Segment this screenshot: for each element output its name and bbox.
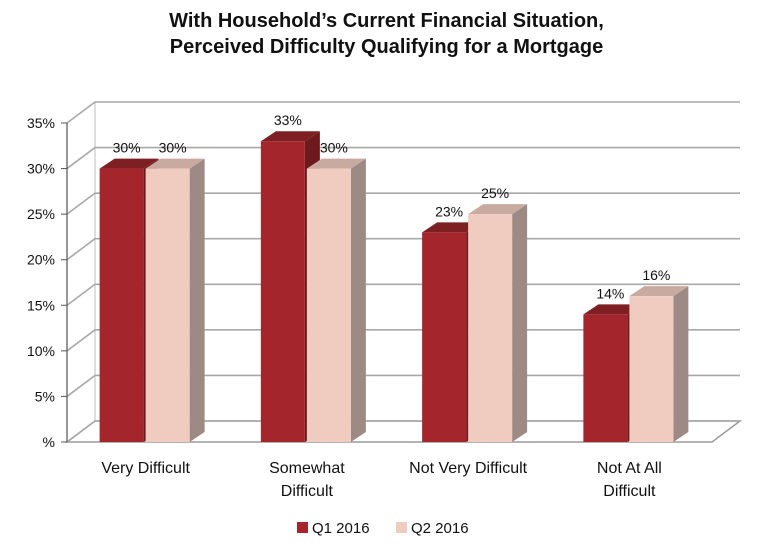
y-tick-label: 20% <box>27 252 55 268</box>
bar-q2-2016 <box>145 168 190 443</box>
legend-label: Q2 2016 <box>411 520 469 537</box>
bar-q1-2016 <box>583 314 628 442</box>
bar-q2-2016 <box>306 168 351 443</box>
bar-side <box>189 158 205 443</box>
category-label: Not At All Difficult <box>597 460 662 500</box>
bar-top <box>145 158 205 169</box>
bar-top <box>99 158 159 169</box>
y-tick-label: 30% <box>27 161 55 177</box>
bar-q2-2016 <box>629 296 674 442</box>
bar-q1-2016 <box>422 232 467 442</box>
data-label: 30% <box>320 140 348 156</box>
bar-top <box>468 204 528 215</box>
bar-top <box>629 286 689 297</box>
legend: Q1 2016 Q2 2016 <box>297 520 469 537</box>
y-axis: % 5% 10% 15% 20% 25% 30% 35% <box>27 115 68 450</box>
legend-swatch <box>297 522 308 533</box>
y-tick-label: 15% <box>27 297 55 313</box>
data-label: 30% <box>159 140 187 156</box>
category-label-line: Difficult <box>603 483 656 500</box>
category-label: Very Difficult <box>101 460 190 477</box>
data-labels: 30% 30% 33% 30% 23% 25% 14% 16% <box>113 112 671 301</box>
bar-top <box>260 131 320 142</box>
category-label-line: Not At All <box>597 460 662 477</box>
gridline <box>66 146 740 170</box>
category-label-line: Difficult <box>281 483 334 500</box>
y-tick-label: 10% <box>27 343 55 359</box>
bar-q1-2016 <box>99 168 144 443</box>
bar-q2-2016 <box>468 214 513 442</box>
legend-label: Q1 2016 <box>312 520 370 537</box>
side-wall <box>66 101 96 443</box>
bar-side <box>512 204 528 442</box>
bar-top <box>422 222 482 233</box>
category-label: Somewhat Difficult <box>269 460 345 500</box>
data-label: 30% <box>113 140 141 156</box>
bar-side <box>350 158 366 443</box>
bars <box>99 131 689 443</box>
legend-swatch <box>396 522 407 533</box>
data-label: 14% <box>596 285 624 301</box>
category-label-line: Somewhat <box>269 460 345 477</box>
y-tick-label: % <box>43 434 55 450</box>
category-label-line: Not Very Difficult <box>409 460 528 477</box>
y-tick-label: 35% <box>27 115 55 131</box>
x-axis-labels: Very Difficult Somewhat Difficult Not Very … <box>101 460 662 500</box>
y-tick-label: 25% <box>27 206 55 222</box>
gridline <box>66 192 740 215</box>
chart-title-line-2: Perceived Difficulty Qualifying for a Mo… <box>169 36 604 58</box>
bar-side <box>673 286 689 442</box>
chart-title: With Household’s Current Financial Situa… <box>0 8 773 60</box>
bar-q1-2016 <box>260 141 305 442</box>
data-label: 16% <box>642 267 670 283</box>
bar-top <box>583 304 643 315</box>
category-label: Not Very Difficult <box>409 460 528 477</box>
data-label: 23% <box>435 203 463 219</box>
data-label: 33% <box>274 112 302 128</box>
y-tick-label: 5% <box>35 388 55 404</box>
bar-top <box>306 158 366 169</box>
data-label: 25% <box>481 185 509 201</box>
category-label-line: Very Difficult <box>101 460 190 477</box>
chart-title-line-1: With Household’s Current Financial Situa… <box>169 10 604 32</box>
gridline <box>66 101 740 124</box>
